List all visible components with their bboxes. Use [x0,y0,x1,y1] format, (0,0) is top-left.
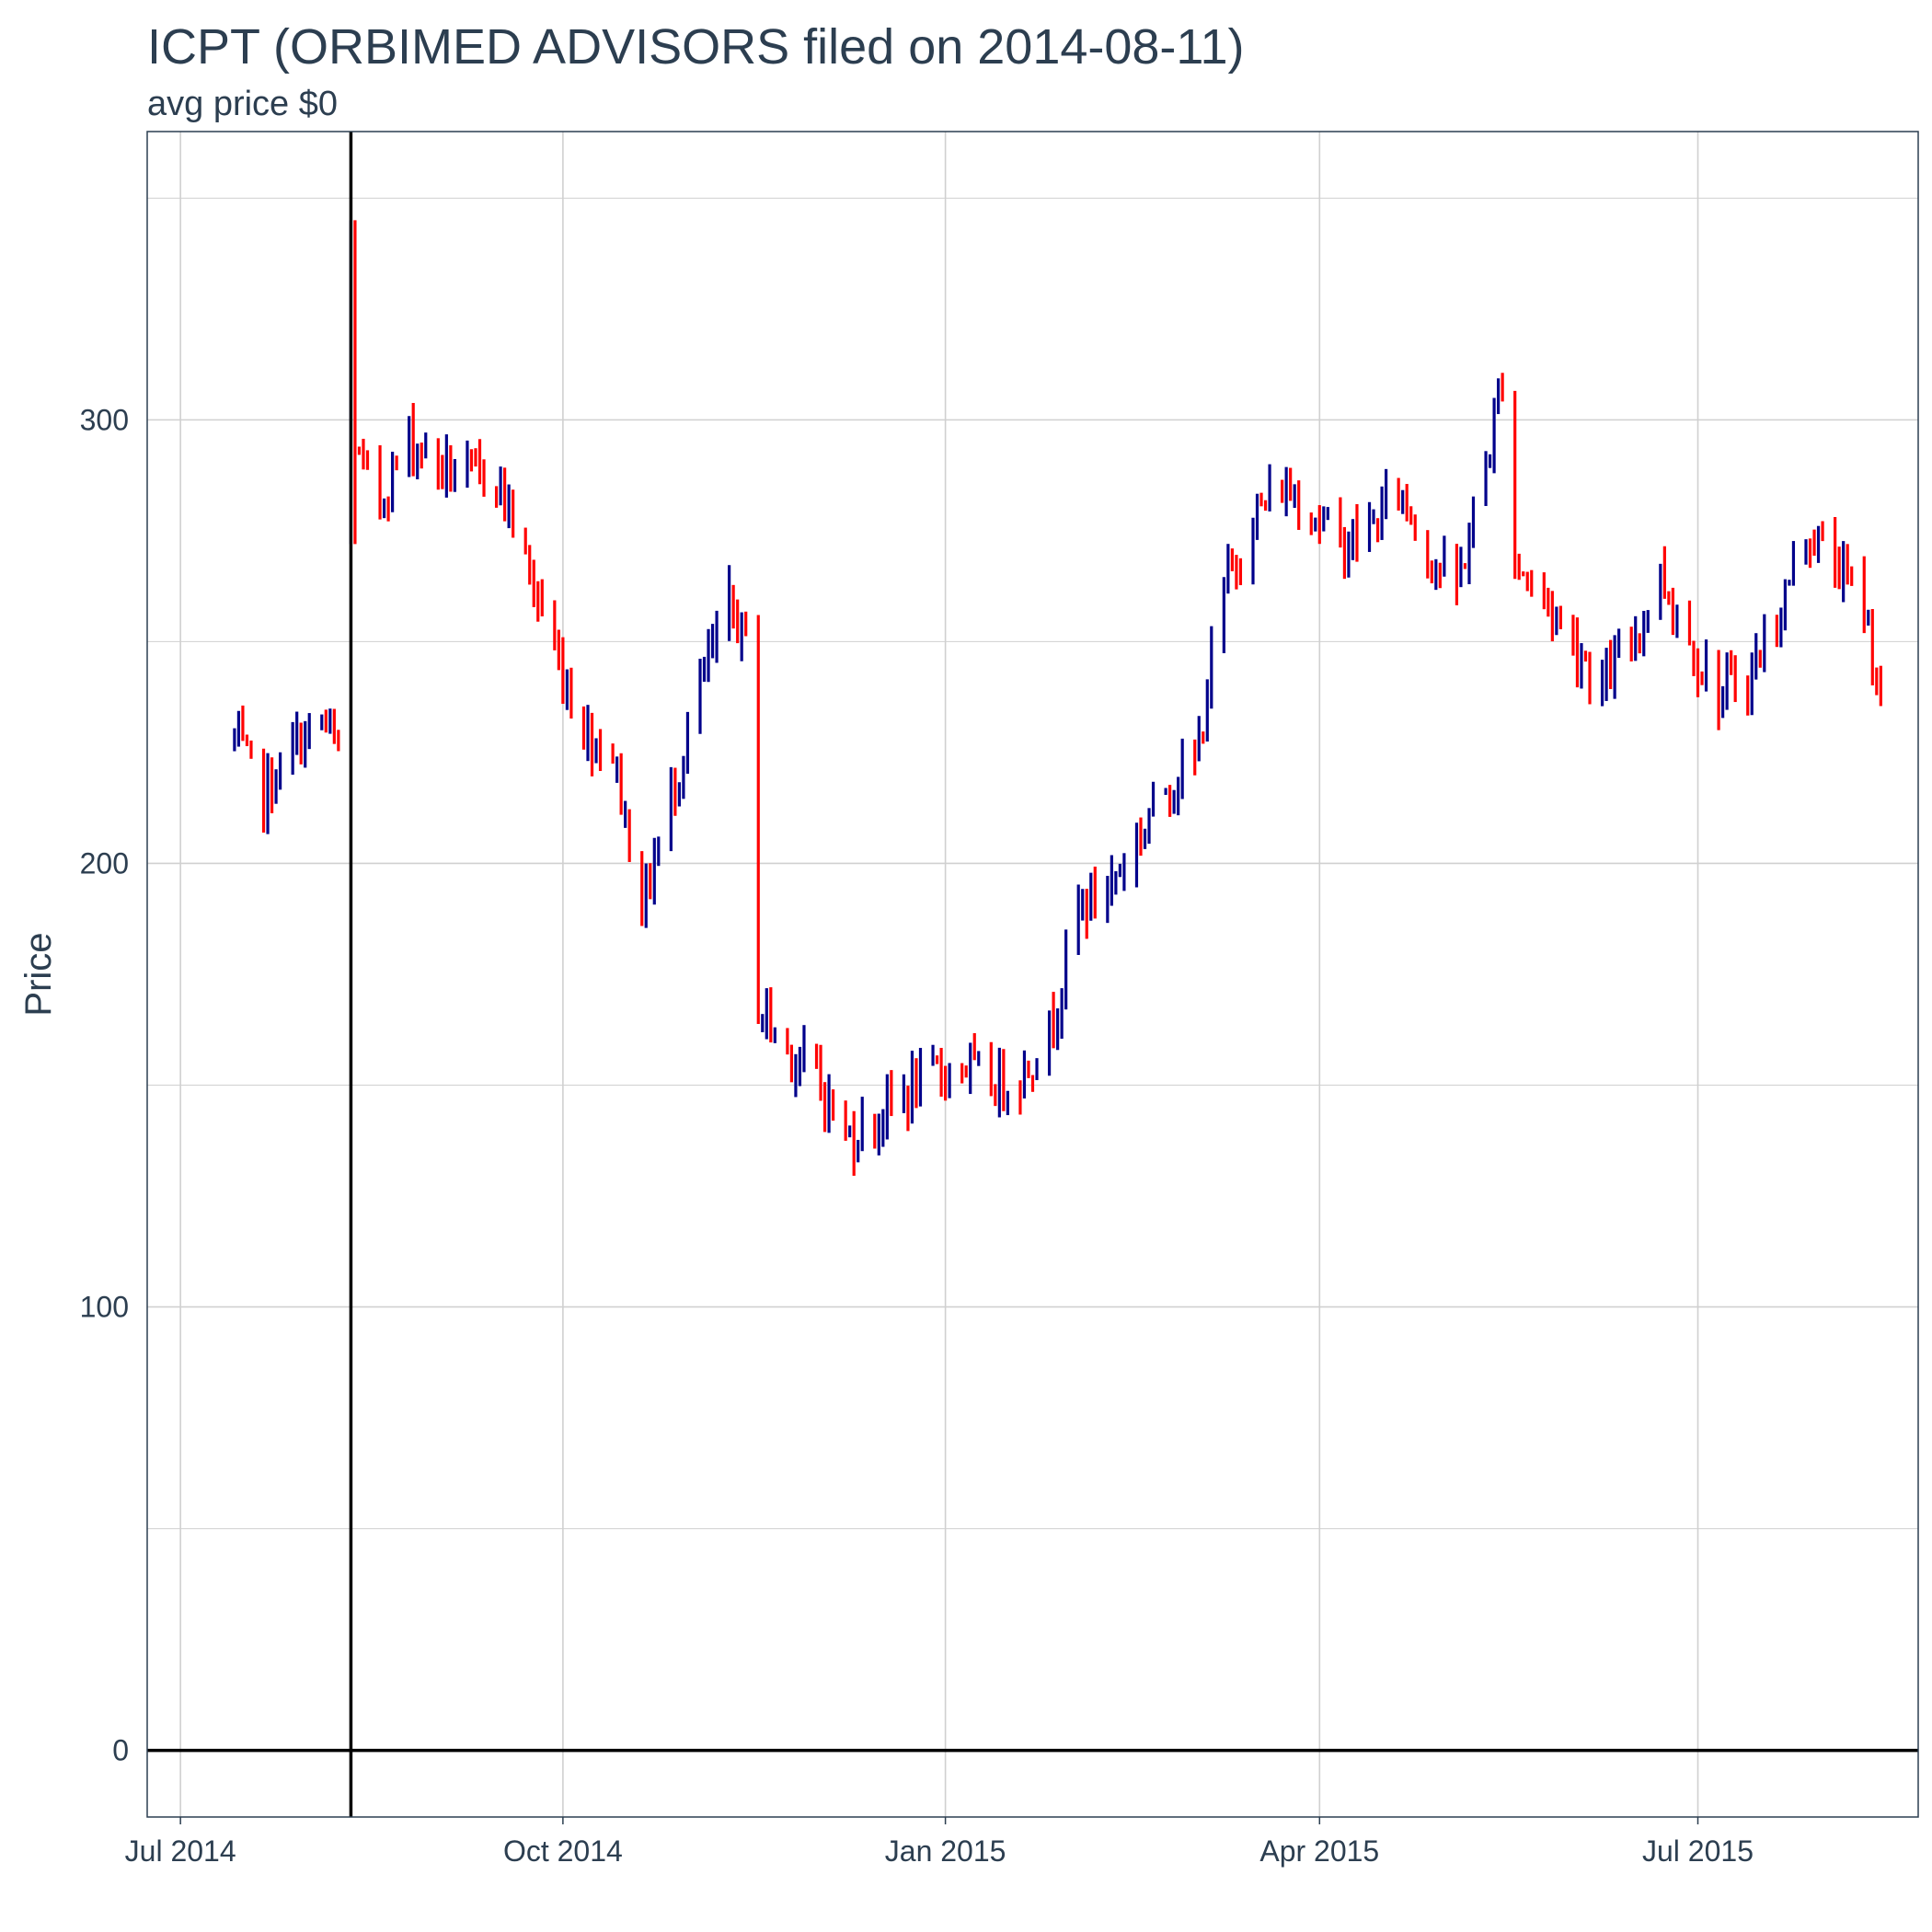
y-axis-label: Price [18,932,59,1016]
x-tick-label: Jan 2015 [885,1834,1006,1868]
grid-lines [147,132,1918,1817]
x-tick-label: Jul 2014 [125,1834,236,1868]
x-tick-label: Jul 2015 [1642,1834,1754,1868]
y-axis-ticks: 0 100 200 300 [80,403,129,1766]
y-tick-label: 0 [112,1734,129,1767]
x-axis-ticks: Jul 2014 Oct 2014 Jan 2015 Apr 2015 Jul 2015 [125,1817,1754,1868]
y-tick-label: 200 [80,846,129,880]
x-tick-label: Oct 2014 [503,1834,623,1868]
y-tick-label: 100 [80,1291,129,1324]
ohlc-bars [233,220,1882,1176]
chart-subtitle: avg price $0 [147,85,339,123]
chart-title: ICPT (ORBIMED ADVISORS filed on 2014-08-… [147,19,1245,75]
x-tick-label: Apr 2015 [1259,1834,1379,1868]
y-tick-label: 300 [80,403,129,436]
reference-lines [147,132,1918,1817]
plot-panel-border [146,131,1919,1818]
